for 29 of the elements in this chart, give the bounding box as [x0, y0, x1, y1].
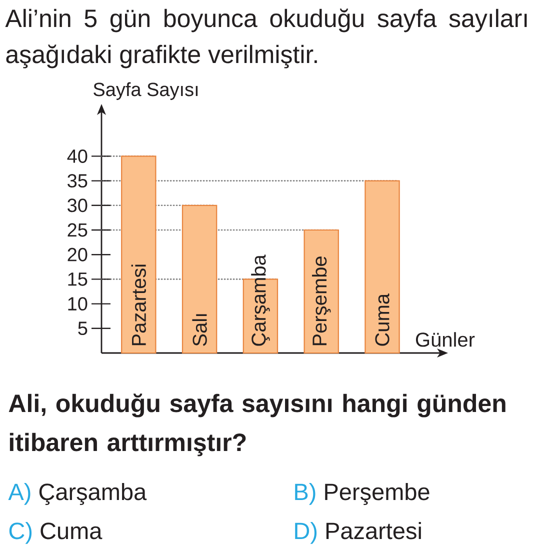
bar: [121, 156, 156, 354]
y-tick-label: 30: [68, 198, 88, 212]
text: B): [295, 482, 316, 505]
y-tick-label: 20: [68, 248, 88, 262]
y-tick-label: 15: [68, 272, 88, 286]
x-tick-label: Perşembe: [312, 256, 331, 346]
x-tick-label: Cuma: [375, 293, 390, 346]
bar: [182, 204, 218, 354]
text: Cuma: [40, 522, 102, 540]
text: C): [9, 522, 32, 544]
x-tick-label: Salı: [192, 314, 207, 346]
y-axis-title: Sayfa Sayısı: [94, 82, 198, 100]
y-tick-label: 40: [67, 149, 88, 163]
y-tick-label: 10: [68, 297, 88, 311]
text: Pazartesi: [326, 522, 421, 540]
text: Ali, okuduğu sayfa sayısını hangi günden itibaren arttırmıştır?: [8, 394, 506, 456]
x-tick-label: Çarşamba: [251, 254, 270, 346]
x-axis-title: Günler: [416, 332, 475, 347]
text: A): [8, 482, 30, 505]
y-tick-label: 25: [68, 223, 88, 237]
y-tick-label: 35: [68, 174, 88, 188]
y-tick-label: 5: [78, 322, 88, 336]
text: Çarşamba: [39, 482, 147, 505]
bar: [304, 229, 339, 354]
chart-title: Ali’nin 5 gün boyunca okuduğu sayfa sayıları aşağıdaki grafikte verilmiştir.: [5, 8, 527, 68]
text: D): [295, 522, 317, 544]
text: Perşembe: [325, 482, 430, 505]
x-tick-label: Pazartesi: [131, 264, 146, 346]
bar: [364, 180, 400, 354]
